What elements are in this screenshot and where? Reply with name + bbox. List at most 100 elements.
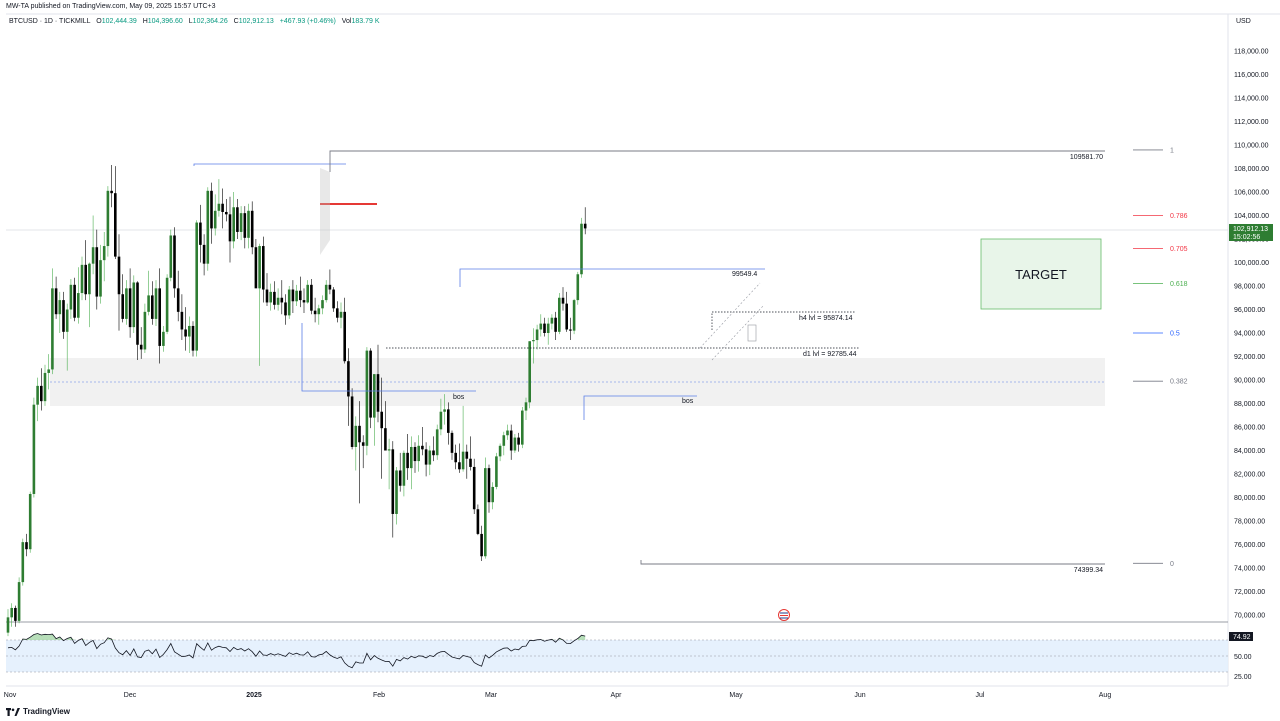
candle-body <box>47 369 50 373</box>
candle-body <box>114 193 117 257</box>
candle-body <box>43 372 47 402</box>
high-label: H <box>142 18 148 25</box>
candle-body <box>561 297 565 304</box>
fib-level-label: 0.618 <box>1170 281 1188 288</box>
price-tick-label: 88,000.00 <box>1234 401 1265 408</box>
candle-body <box>484 468 487 557</box>
candle-body <box>439 411 443 430</box>
candle-body <box>535 329 539 341</box>
price-tick-label: 100,000.00 <box>1234 260 1269 267</box>
candle-body <box>524 402 528 411</box>
candle-body <box>391 449 395 514</box>
candle-body <box>313 310 317 315</box>
candle-body <box>258 246 261 289</box>
price-tick-label: 118,000.00 <box>1234 49 1269 56</box>
candle-body <box>447 409 450 433</box>
candle-body <box>336 308 339 318</box>
level-99549-label: 99549.4 <box>732 271 757 278</box>
demand-zone <box>50 358 1105 406</box>
candle-body <box>369 350 372 418</box>
target-label: TARGET <box>1015 267 1067 282</box>
candle-body <box>77 293 80 318</box>
time-axis-ticks: Nov Dec 2025 Feb Mar Apr May Jun Jul Aug <box>4 692 1112 699</box>
candle-body <box>361 442 365 446</box>
rsi-tick-25: 25.00 <box>1234 674 1252 681</box>
candle-body <box>250 210 254 248</box>
candle-body <box>521 410 524 445</box>
time-tick-label: Jul <box>976 692 985 699</box>
candle-body <box>321 300 324 309</box>
candle-body <box>54 288 58 315</box>
candle-body <box>202 244 206 264</box>
candle-body <box>347 361 350 397</box>
candle-body <box>247 210 250 238</box>
candle-body <box>32 404 36 494</box>
last-price-badge: 102,912.13 15:02:56 <box>1229 224 1273 241</box>
time-tick-label: Mar <box>485 692 498 699</box>
candle-body <box>62 300 65 332</box>
wedge-shade <box>320 168 330 255</box>
candle-body <box>276 297 280 305</box>
candle-body <box>532 340 535 342</box>
price-tick-label: 70,000.00 <box>1234 613 1265 620</box>
price-tick-label: 104,000.00 <box>1234 213 1269 220</box>
candle-body <box>469 458 472 467</box>
candle-body <box>176 288 180 312</box>
candle-body <box>324 284 328 301</box>
candle-body <box>99 260 102 297</box>
candle-body <box>310 284 313 311</box>
candle-body <box>410 446 413 469</box>
us-flag-event-icon[interactable] <box>778 609 790 621</box>
last-price-value: 102,912.13 <box>1233 226 1268 233</box>
candle-body <box>217 203 221 211</box>
candle-body <box>443 409 446 412</box>
candle-body <box>302 300 306 303</box>
low-value: 102,364.26 <box>192 18 228 25</box>
candle-body <box>376 374 380 412</box>
candle-body <box>65 309 69 332</box>
candle-body <box>554 317 557 332</box>
candle-body <box>125 288 128 319</box>
candle-body <box>328 284 332 290</box>
candle-body <box>291 289 295 302</box>
candle-body <box>173 235 176 289</box>
rsi-line <box>7 633 586 669</box>
candle-body <box>450 432 454 453</box>
time-tick-label: Nov <box>4 692 17 699</box>
price-tick-label: 84,000.00 <box>1234 448 1265 455</box>
candle-body <box>40 385 43 402</box>
candle-body <box>106 190 110 247</box>
candle-body <box>84 264 87 295</box>
candle-body <box>472 466 476 510</box>
candle-body <box>21 542 25 583</box>
candle-body <box>358 425 361 443</box>
candle-body <box>539 323 543 330</box>
candle-body <box>188 325 191 337</box>
price-tick-label: 94,000.00 <box>1234 331 1265 338</box>
close-label: C <box>233 18 239 25</box>
candle-body <box>121 294 124 319</box>
price-tick-label: 90,000.00 <box>1234 378 1265 385</box>
candle-body <box>395 470 398 514</box>
symbol-name[interactable]: BTCUSD · 1D · TICKMILL <box>9 18 91 25</box>
change-value: +467.93 (+0.46%) <box>279 18 336 25</box>
currency-label[interactable]: USD <box>1236 18 1251 25</box>
candle-body <box>225 211 228 215</box>
time-tick-label: 2025 <box>246 692 262 699</box>
candle-body <box>428 450 432 465</box>
candle-body <box>210 190 213 229</box>
bos-line-1 <box>301 323 476 392</box>
candle-body <box>88 263 91 295</box>
footer-brand[interactable]: TradingView <box>6 707 70 716</box>
high-value: 104,396.60 <box>147 18 183 25</box>
bos-label-1: bos <box>453 394 465 401</box>
price-tick-label: 78,000.00 <box>1234 519 1265 526</box>
candle-body <box>424 449 428 465</box>
price-tick-label: 86,000.00 <box>1234 425 1265 432</box>
candle-body <box>132 282 136 328</box>
candle-body <box>91 247 95 264</box>
candle-body <box>306 284 309 303</box>
pullback-box <box>747 324 757 342</box>
rsi-band <box>6 640 1228 672</box>
